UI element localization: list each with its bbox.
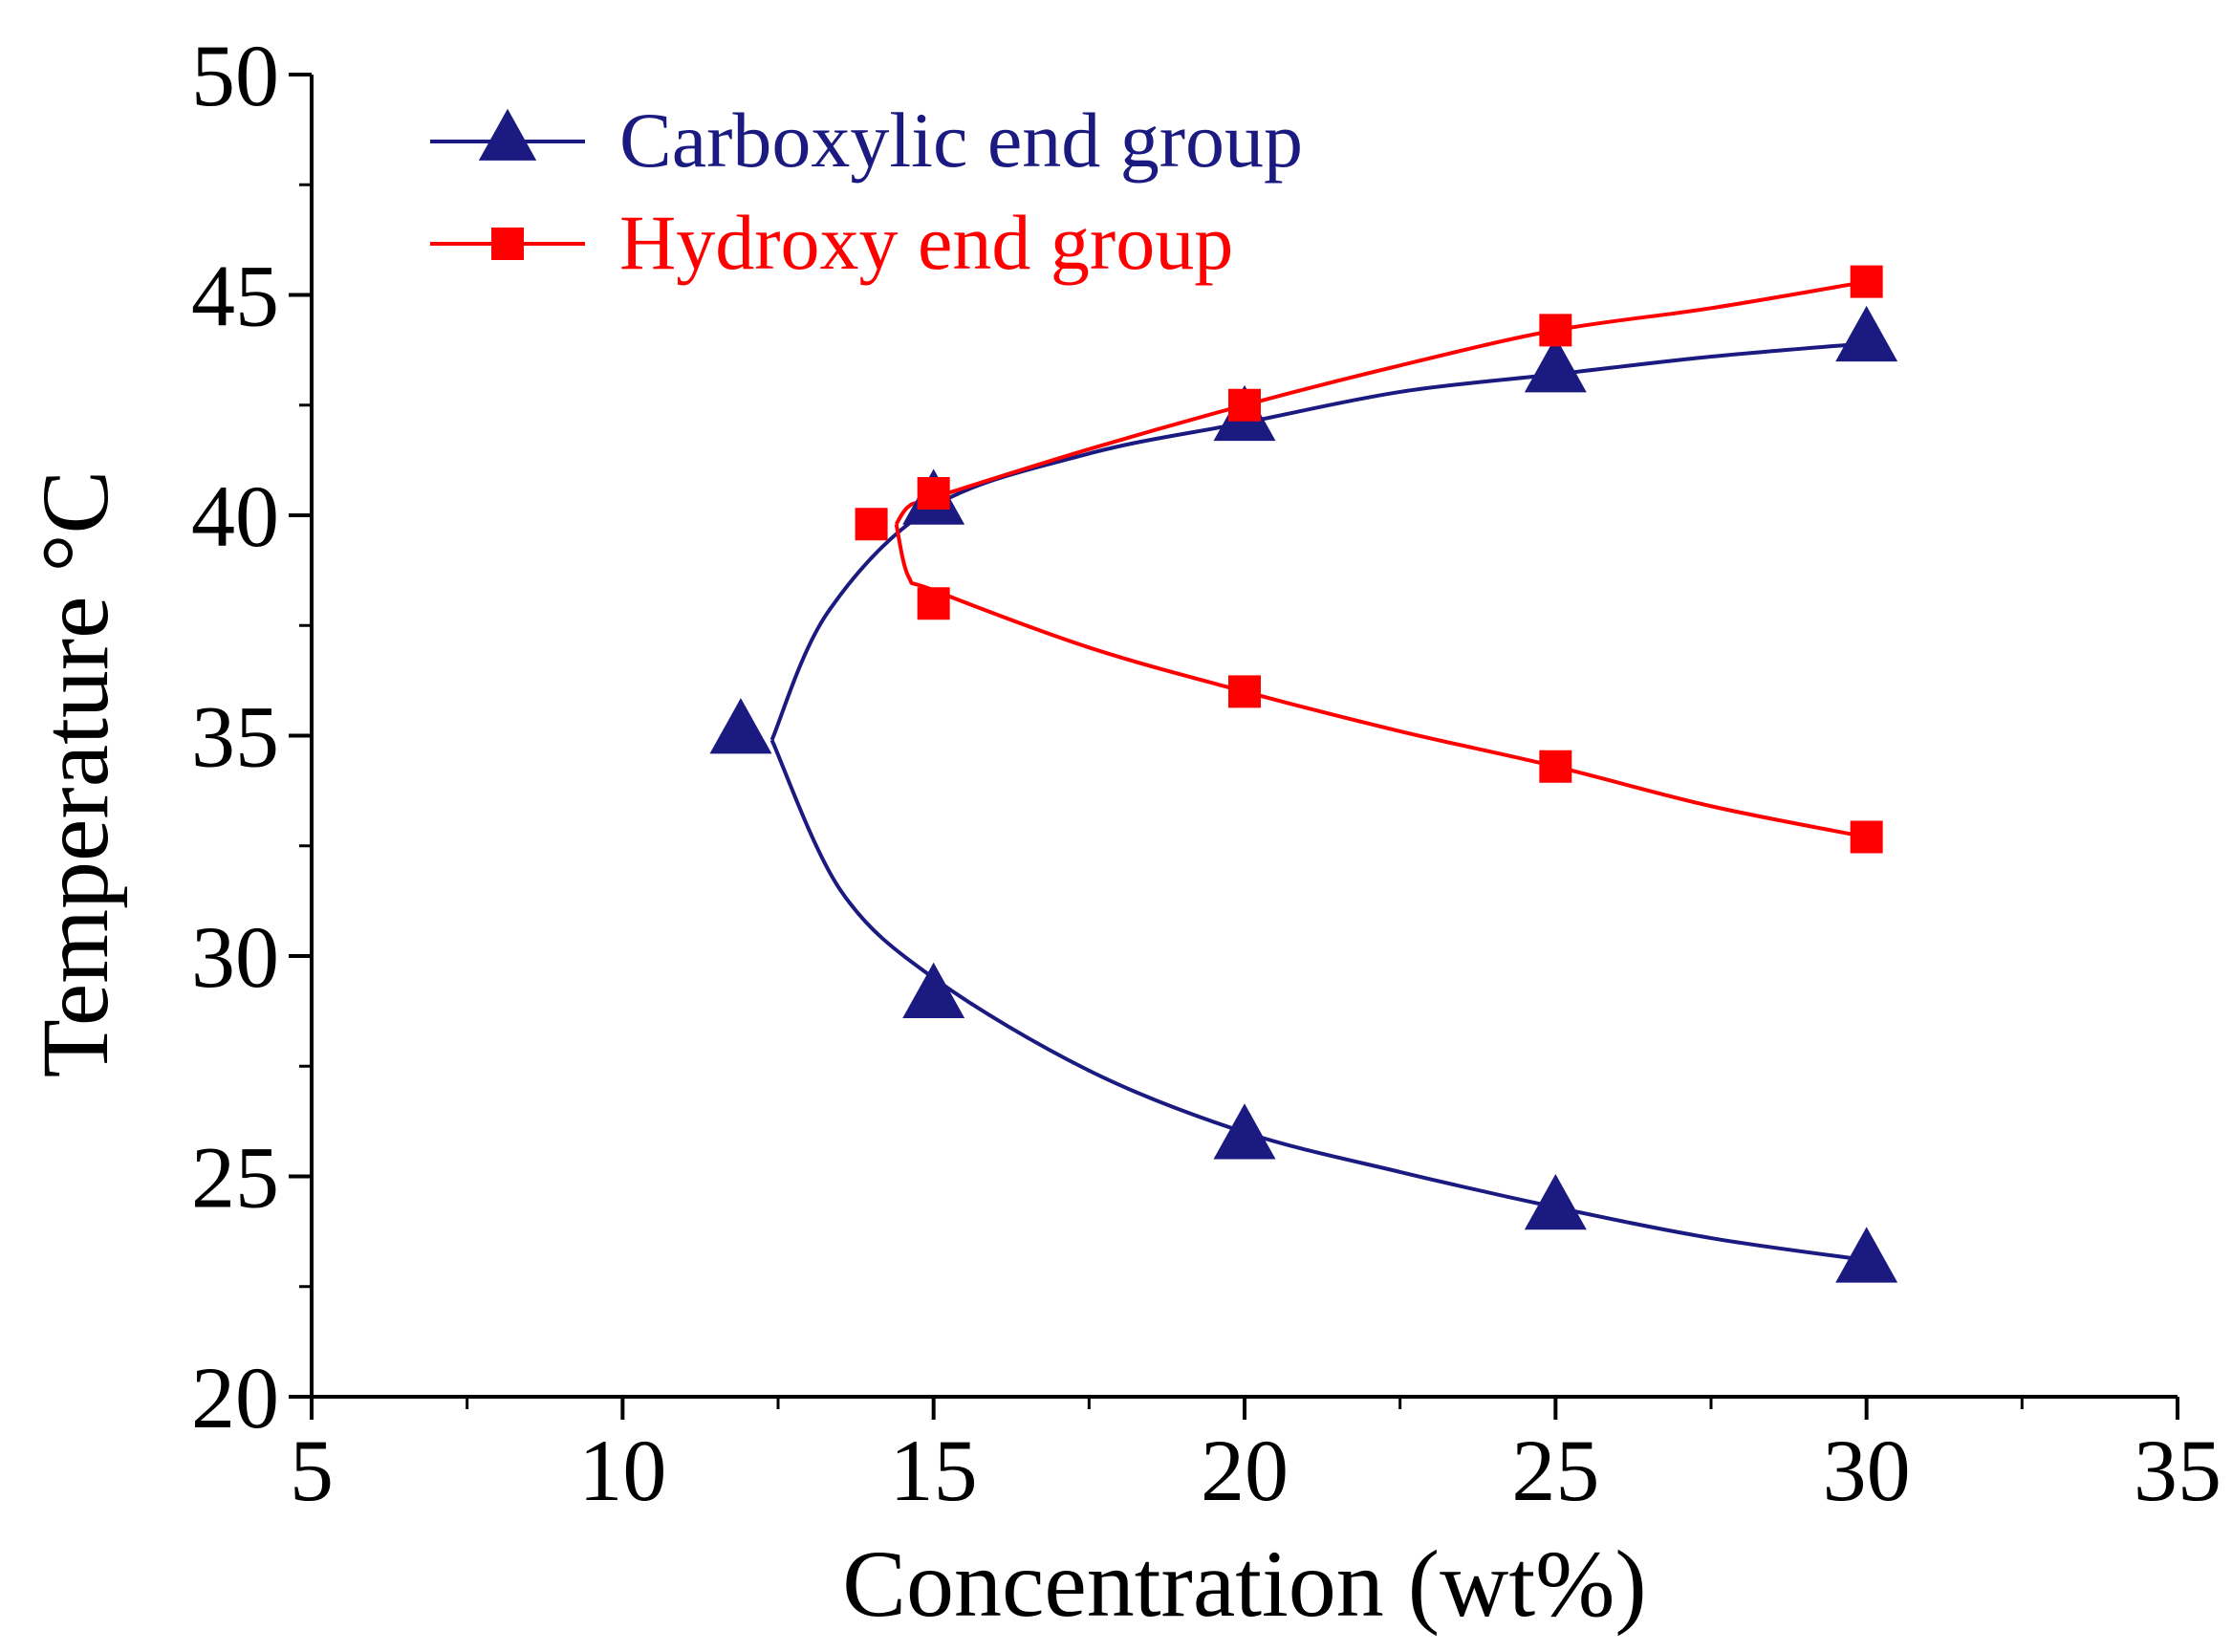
y-axis-title: Temperature °C [22, 470, 128, 1078]
x-tick-label: 20 [1201, 1422, 1289, 1519]
y-tick-label: 30 [191, 908, 279, 1006]
data-point-hydroxy [1850, 265, 1883, 298]
data-point-hydroxy [1539, 314, 1572, 347]
axes [310, 75, 2178, 1399]
fit-curve-carboxylic [769, 341, 1867, 741]
legend: Carboxylic end group Hydroxy end group [430, 97, 1303, 286]
x-tick-label: 10 [578, 1422, 666, 1519]
legend-marker-hydroxy [491, 228, 524, 260]
legend-item-carboxylic: Carboxylic end group [430, 97, 1303, 184]
x-axis-title: Concentration (wt%) [842, 1531, 1646, 1637]
y-tick-label: 35 [191, 688, 279, 786]
data-point-hydroxy [1539, 750, 1572, 783]
x-tick-label: 25 [1511, 1422, 1599, 1519]
legend-marker-carboxylic [478, 108, 537, 161]
data-point-hydroxy [1228, 675, 1261, 708]
data-point-hydroxy [1228, 388, 1261, 422]
ticks: 5 10 15 20 25 30 35 20 25 30 35 40 45 50 [191, 27, 2221, 1519]
data-points [709, 265, 1898, 1283]
data-point-hydroxy [917, 587, 950, 620]
data-point-carboxylic [902, 962, 965, 1019]
data-point-hydroxy [917, 476, 950, 510]
data-point-hydroxy [855, 508, 888, 541]
y-tick-label: 50 [191, 27, 279, 124]
fit-curves [769, 279, 1868, 1263]
y-tick-label: 40 [191, 467, 279, 565]
x-tick-label: 5 [290, 1422, 334, 1519]
legend-label-hydroxy: Hydroxy end group [619, 199, 1233, 286]
x-tick-label: 30 [1823, 1422, 1911, 1519]
data-point-hydroxy [1850, 820, 1883, 854]
x-tick-label: 35 [2134, 1422, 2221, 1519]
data-point-carboxylic [1524, 1174, 1587, 1230]
x-tick-label: 15 [890, 1422, 978, 1519]
y-tick-label: 45 [191, 248, 279, 345]
data-point-carboxylic [1835, 305, 1898, 362]
fit-curve-hydroxy [894, 279, 1868, 526]
legend-label-carboxylic: Carboxylic end group [619, 97, 1303, 184]
data-point-carboxylic [1524, 337, 1587, 393]
y-tick-label: 25 [191, 1129, 279, 1227]
legend-item-hydroxy: Hydroxy end group [430, 199, 1233, 286]
data-point-carboxylic [1213, 1103, 1276, 1160]
data-point-carboxylic [1835, 1227, 1898, 1283]
y-tick-label: 20 [191, 1349, 279, 1446]
fit-curve-hydroxy [894, 523, 1868, 839]
data-point-carboxylic [709, 698, 772, 754]
